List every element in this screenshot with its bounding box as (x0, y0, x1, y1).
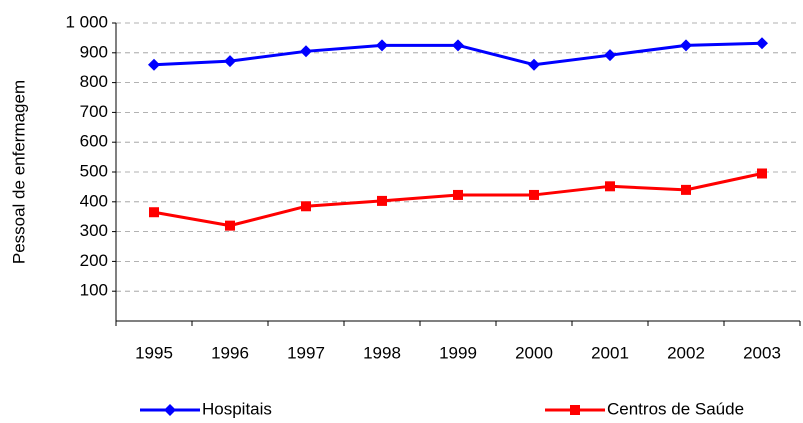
y-axis-label: Pessoal de enfermagem (9, 80, 28, 264)
data-point (605, 181, 615, 192)
data-point (681, 184, 691, 195)
x-tick-label: 1999 (439, 343, 477, 362)
x-tick-label: 2002 (667, 343, 705, 362)
legend-marker (164, 404, 176, 416)
x-tick-label: 1996 (211, 343, 249, 362)
y-tick-label: 300 (80, 221, 108, 240)
data-point (301, 201, 311, 212)
x-tick-label: 2001 (591, 343, 629, 362)
data-point (452, 39, 464, 52)
y-tick-label: 100 (80, 281, 108, 300)
data-point (756, 37, 768, 50)
y-tick-label: 1 000 (65, 12, 108, 31)
data-point (377, 195, 387, 206)
legend-label: Centros de Saúde (607, 399, 744, 418)
data-point (757, 168, 767, 179)
y-tick-label: 200 (80, 251, 108, 270)
y-tick-label: 700 (80, 102, 108, 121)
data-point (453, 189, 463, 200)
x-tick-label: 2000 (515, 343, 553, 362)
data-point (528, 58, 540, 71)
data-point (680, 39, 692, 52)
data-point (149, 207, 159, 218)
y-tick-label: 500 (80, 161, 108, 180)
data-point (148, 58, 160, 71)
y-tick-label: 800 (80, 72, 108, 91)
legend-marker (570, 405, 580, 415)
x-tick-label: 2003 (743, 343, 781, 362)
x-tick-label: 1998 (363, 343, 401, 362)
data-point (604, 49, 616, 62)
x-tick-label: 1997 (287, 343, 325, 362)
data-point (224, 55, 236, 68)
data-point (529, 189, 539, 200)
data-point (300, 45, 312, 58)
y-tick-label: 900 (80, 42, 108, 61)
x-tick-label: 1995 (135, 343, 173, 362)
y-tick-label: 400 (80, 191, 108, 210)
data-point (225, 220, 235, 231)
y-tick-label: 600 (80, 132, 108, 151)
data-point (376, 39, 388, 52)
legend-label: Hospitais (202, 399, 272, 418)
